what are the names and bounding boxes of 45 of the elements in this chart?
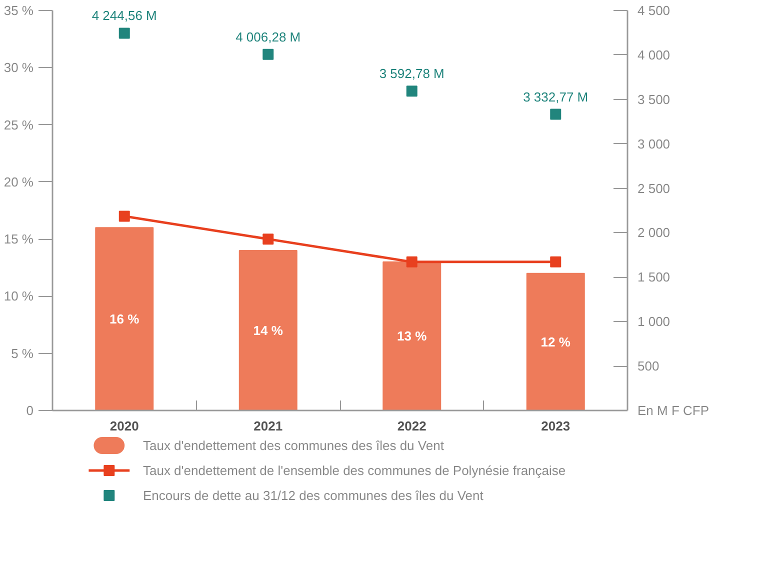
y2-tick-label: 4 000 — [638, 47, 670, 62]
x-tick-label: 2023 — [541, 418, 570, 434]
data-label: 12 % — [540, 334, 571, 350]
data-label: 13 % — [397, 328, 428, 344]
y-tick-label: 35 % — [4, 3, 34, 18]
x-tick-label: 2020 — [110, 418, 139, 434]
point — [406, 256, 418, 268]
x-tick-label: 2021 — [254, 418, 283, 434]
point — [118, 210, 130, 222]
y-tick-label: 15 % — [4, 232, 34, 247]
y-tick-label: 10 % — [4, 288, 34, 304]
point — [118, 28, 130, 39]
point — [262, 234, 274, 245]
point — [406, 86, 418, 97]
data-label: 3 592,78 M — [379, 66, 444, 82]
data-label: 14 % — [253, 323, 284, 338]
y2-tick-label: 3 000 — [638, 136, 670, 152]
data-label: 4 006,28 M — [236, 29, 301, 44]
y2-tick-label: 3 500 — [638, 92, 670, 107]
y2-tick-label: 1 500 — [638, 270, 670, 285]
legend-label: Taux d'endettement des communes des îles du Vent — [142, 438, 444, 453]
y-tick-label: 25 % — [4, 117, 34, 132]
point — [262, 48, 274, 60]
bar — [238, 250, 298, 410]
y-tick-label: 0 — [26, 403, 34, 418]
point — [550, 108, 562, 120]
data-label: 3 332,77 M — [523, 89, 588, 104]
y2-tick-label: 4 500 — [638, 3, 670, 18]
y2-tick-label: En M F CFP — [638, 403, 710, 418]
data-label: 4 244,56 M — [92, 8, 157, 24]
bar — [382, 261, 442, 410]
data-label: 16 % — [110, 312, 140, 327]
y2-tick-label: 1 000 — [638, 314, 670, 330]
y2-tick-label: 500 — [638, 358, 660, 374]
y2-tick-label: 2 500 — [638, 180, 670, 196]
y2-tick-label: 2 000 — [638, 225, 670, 240]
x-tick-label: 2022 — [397, 418, 426, 434]
point — [550, 256, 562, 268]
y-tick-label: 30 % — [4, 60, 34, 76]
legend-label: Encours de dette au 31/12 des communes des îles du Vent — [142, 488, 484, 503]
bar — [95, 227, 154, 410]
y-tick-label: 20 % — [4, 174, 34, 190]
bar — [526, 272, 585, 410]
legend-label: Taux d'endettement de l'ensemble des communes de Polynésie française — [142, 463, 566, 478]
y-tick-label: 5 % — [11, 346, 34, 361]
